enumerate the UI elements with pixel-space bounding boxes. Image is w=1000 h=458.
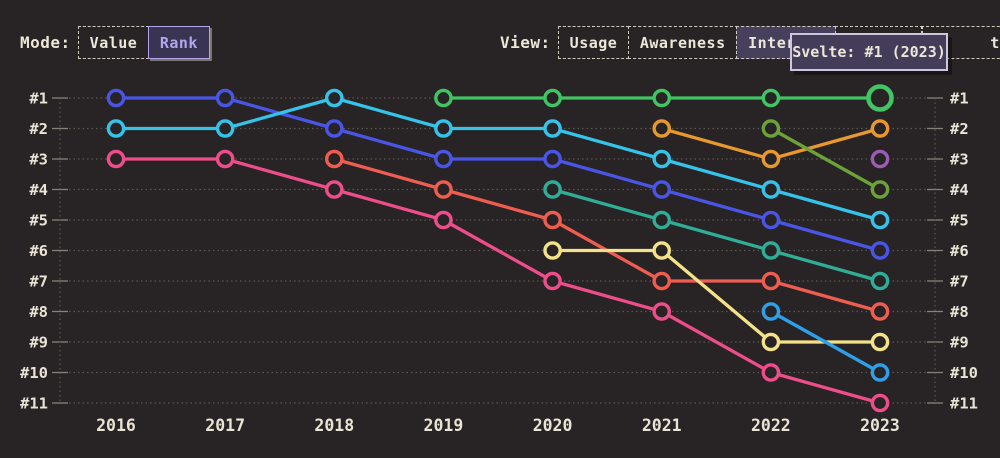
- point-cyan-2019[interactable]: [434, 119, 453, 138]
- rank-label-left: #2: [29, 120, 48, 138]
- series-line-coral: [332, 157, 882, 314]
- rank-label-right: #10: [950, 364, 978, 382]
- rank-label-right: #9: [950, 334, 969, 352]
- series-line-teal: [550, 187, 882, 283]
- series-line-lightblue: [769, 309, 882, 375]
- rank-label-left: #8: [29, 303, 48, 321]
- rank-label-left: #7: [29, 273, 48, 291]
- point-blue-2017[interactable]: [215, 88, 235, 108]
- point-teal-2021[interactable]: [652, 210, 672, 230]
- point-yellow-2023[interactable]: [870, 332, 890, 352]
- point-blue-2020[interactable]: [543, 149, 562, 169]
- point-teal-2020[interactable]: [543, 180, 562, 199]
- rank-label-left: #4: [29, 181, 48, 199]
- point-pink-2017[interactable]: [215, 149, 235, 169]
- mode-control: Mode: Value Rank: [20, 26, 210, 59]
- point-lightblue-2022[interactable]: [761, 302, 781, 321]
- point-orange-2021[interactable]: [652, 119, 672, 138]
- year-label: 2018: [314, 416, 354, 435]
- rank-label-left: #9: [29, 334, 48, 352]
- point-teal-2023[interactable]: [870, 271, 890, 291]
- point-svelte-2021[interactable]: [652, 88, 672, 108]
- rank-label-right: #6: [950, 242, 969, 260]
- rank-label-right: #8: [950, 303, 969, 321]
- rank-label-left: #3: [29, 151, 48, 169]
- rank-label-right: #7: [950, 273, 969, 291]
- point-pink-2020[interactable]: [543, 271, 562, 291]
- series-line-cyan: [114, 96, 882, 222]
- rank-label-right: #11: [950, 395, 978, 413]
- point-pink-2021[interactable]: [652, 302, 672, 321]
- point-pink-2018[interactable]: [324, 180, 344, 199]
- point-orange-2023[interactable]: [870, 119, 890, 138]
- year-label: 2022: [751, 416, 791, 435]
- series-line-pink: [114, 157, 882, 405]
- year-label: 2017: [205, 416, 245, 435]
- chart-tooltip: Svelte: #1 (2023): [790, 33, 948, 71]
- point-lightblue-2023[interactable]: [870, 363, 890, 382]
- point-cyan-2020[interactable]: [543, 119, 562, 138]
- year-label: 2016: [96, 416, 136, 435]
- point-svelte-2023[interactable]: [866, 84, 894, 112]
- mode-button-row: Value Rank: [77, 26, 210, 59]
- year-label: 2019: [424, 416, 464, 435]
- point-yellow-2021[interactable]: [652, 241, 672, 260]
- view-label: View:: [500, 33, 551, 52]
- point-blue-2023[interactable]: [870, 241, 890, 260]
- point-svelte-2022[interactable]: [761, 88, 781, 108]
- point-coral-2023[interactable]: [870, 302, 890, 321]
- point-pink-2022[interactable]: [761, 363, 781, 382]
- rank-label-left: #5: [29, 212, 48, 230]
- rank-label-right: #3: [950, 151, 969, 169]
- point-blue-2018[interactable]: [324, 119, 344, 138]
- rank-label-right: #5: [950, 212, 969, 230]
- point-coral-2018[interactable]: [324, 149, 344, 169]
- mode-label: Mode:: [20, 33, 71, 52]
- point-yellow-2020[interactable]: [543, 241, 562, 260]
- point-pink-2023[interactable]: [870, 393, 890, 413]
- rank-label-left: #1: [29, 90, 48, 108]
- rank-label-right: #1: [950, 90, 969, 108]
- point-cyan-2022[interactable]: [761, 180, 781, 199]
- point-cyan-2018[interactable]: [324, 88, 344, 108]
- point-pink-2019[interactable]: [434, 210, 453, 230]
- rank-label-left: #11: [20, 395, 48, 413]
- point-cyan-2016[interactable]: [106, 119, 126, 138]
- point-svelte-2019[interactable]: [434, 88, 453, 108]
- view-awareness-button[interactable]: Awareness: [627, 26, 738, 59]
- point-pink-2016[interactable]: [106, 149, 126, 169]
- mode-rank-button[interactable]: Rank: [147, 26, 210, 59]
- series-line-blue: [114, 96, 882, 253]
- point-orange-2022[interactable]: [761, 149, 781, 169]
- year-label: 2021: [642, 416, 682, 435]
- point-lime-2022[interactable]: [761, 119, 781, 138]
- point-purple-2023[interactable]: [870, 149, 890, 169]
- year-label: 2023: [860, 416, 900, 435]
- point-blue-2021[interactable]: [652, 180, 672, 199]
- point-cyan-2023[interactable]: [870, 210, 890, 230]
- point-blue-2022[interactable]: [761, 210, 781, 230]
- point-cyan-2021[interactable]: [652, 149, 672, 169]
- point-lime-2023[interactable]: [870, 180, 890, 199]
- view-usage-button[interactable]: Usage: [557, 26, 630, 59]
- rank-label-left: #6: [29, 242, 48, 260]
- point-yellow-2022[interactable]: [761, 332, 781, 352]
- mode-value-button[interactable]: Value: [77, 26, 150, 59]
- point-svelte-2020[interactable]: [543, 88, 562, 108]
- point-cyan-2017[interactable]: [215, 119, 235, 138]
- rank-label-right: #2: [950, 120, 969, 138]
- rank-label-right: #4: [950, 181, 969, 199]
- point-coral-2020[interactable]: [543, 210, 562, 230]
- point-blue-2016[interactable]: [106, 88, 126, 108]
- point-coral-2022[interactable]: [761, 271, 781, 291]
- point-coral-2021[interactable]: [652, 271, 672, 291]
- point-blue-2019[interactable]: [434, 149, 453, 169]
- rank-label-left: #10: [20, 364, 48, 382]
- series-line-lime: [769, 126, 882, 192]
- point-coral-2019[interactable]: [434, 180, 453, 199]
- point-teal-2022[interactable]: [761, 241, 781, 260]
- year-label: 2020: [533, 416, 573, 435]
